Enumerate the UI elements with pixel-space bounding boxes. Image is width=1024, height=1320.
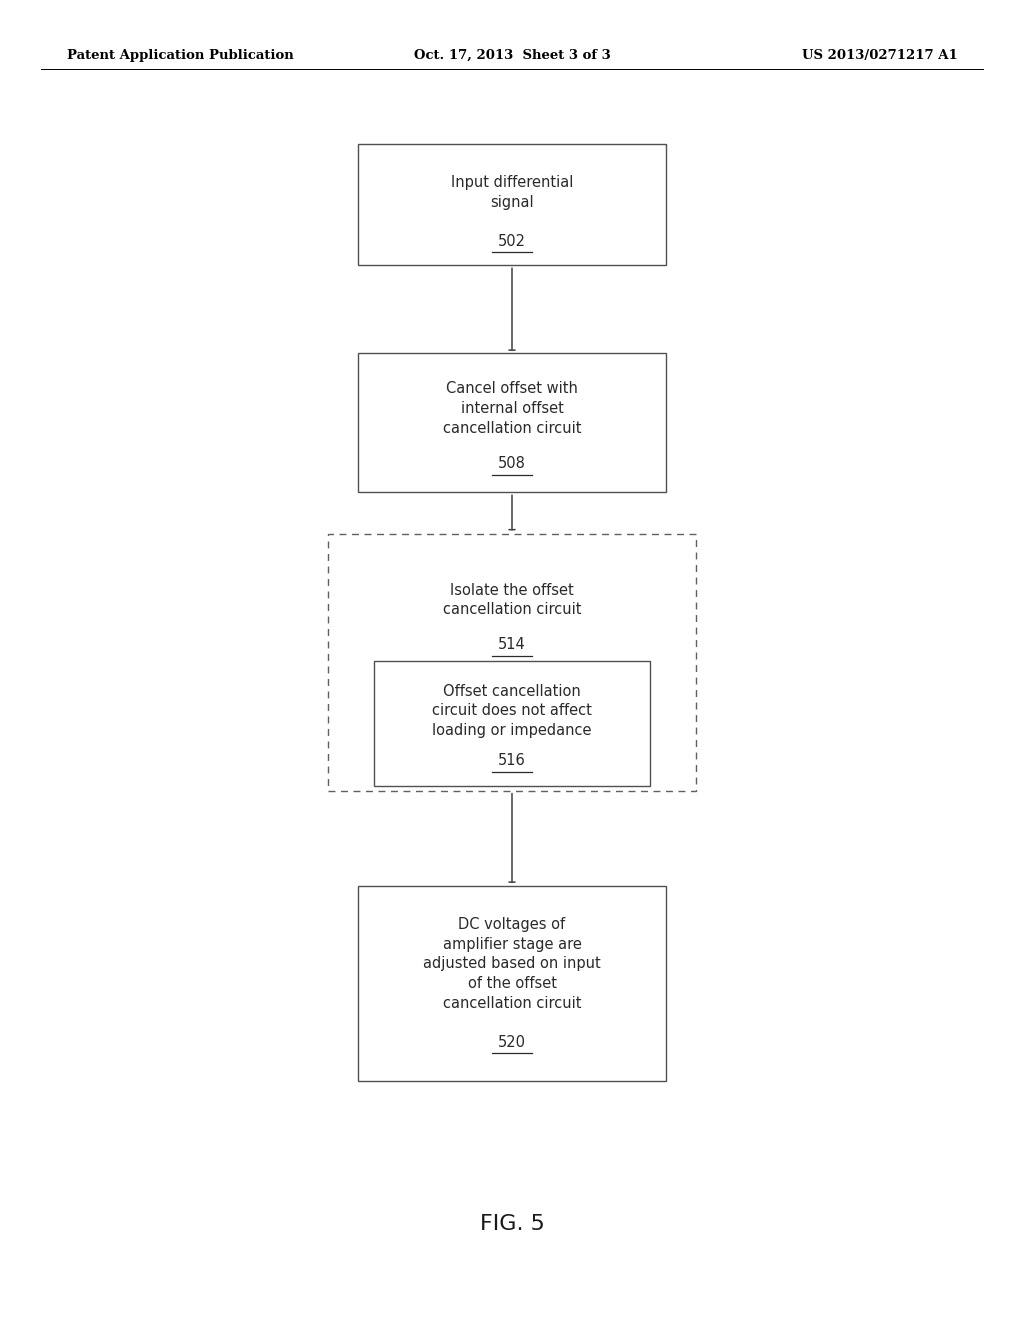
Text: 508: 508 bbox=[498, 457, 526, 471]
Text: 520: 520 bbox=[498, 1035, 526, 1049]
Text: US 2013/0271217 A1: US 2013/0271217 A1 bbox=[802, 49, 957, 62]
Text: Isolate the offset
cancellation circuit: Isolate the offset cancellation circuit bbox=[442, 582, 582, 618]
Text: 502: 502 bbox=[498, 234, 526, 248]
FancyBboxPatch shape bbox=[328, 535, 696, 792]
Text: Oct. 17, 2013  Sheet 3 of 3: Oct. 17, 2013 Sheet 3 of 3 bbox=[414, 49, 610, 62]
Text: Cancel offset with
internal offset
cancellation circuit: Cancel offset with internal offset cance… bbox=[442, 381, 582, 436]
Text: 514: 514 bbox=[498, 638, 526, 652]
FancyBboxPatch shape bbox=[358, 352, 666, 491]
Text: DC voltages of
amplifier stage are
adjusted based on input
of the offset
cancell: DC voltages of amplifier stage are adjus… bbox=[423, 917, 601, 1011]
Text: Input differential
signal: Input differential signal bbox=[451, 176, 573, 210]
FancyBboxPatch shape bbox=[374, 660, 650, 785]
FancyBboxPatch shape bbox=[358, 886, 666, 1081]
Text: Offset cancellation
circuit does not affect
loading or impedance: Offset cancellation circuit does not aff… bbox=[432, 684, 592, 738]
FancyBboxPatch shape bbox=[358, 144, 666, 265]
Text: Patent Application Publication: Patent Application Publication bbox=[67, 49, 293, 62]
Text: 516: 516 bbox=[498, 754, 526, 768]
Text: FIG. 5: FIG. 5 bbox=[479, 1213, 545, 1234]
